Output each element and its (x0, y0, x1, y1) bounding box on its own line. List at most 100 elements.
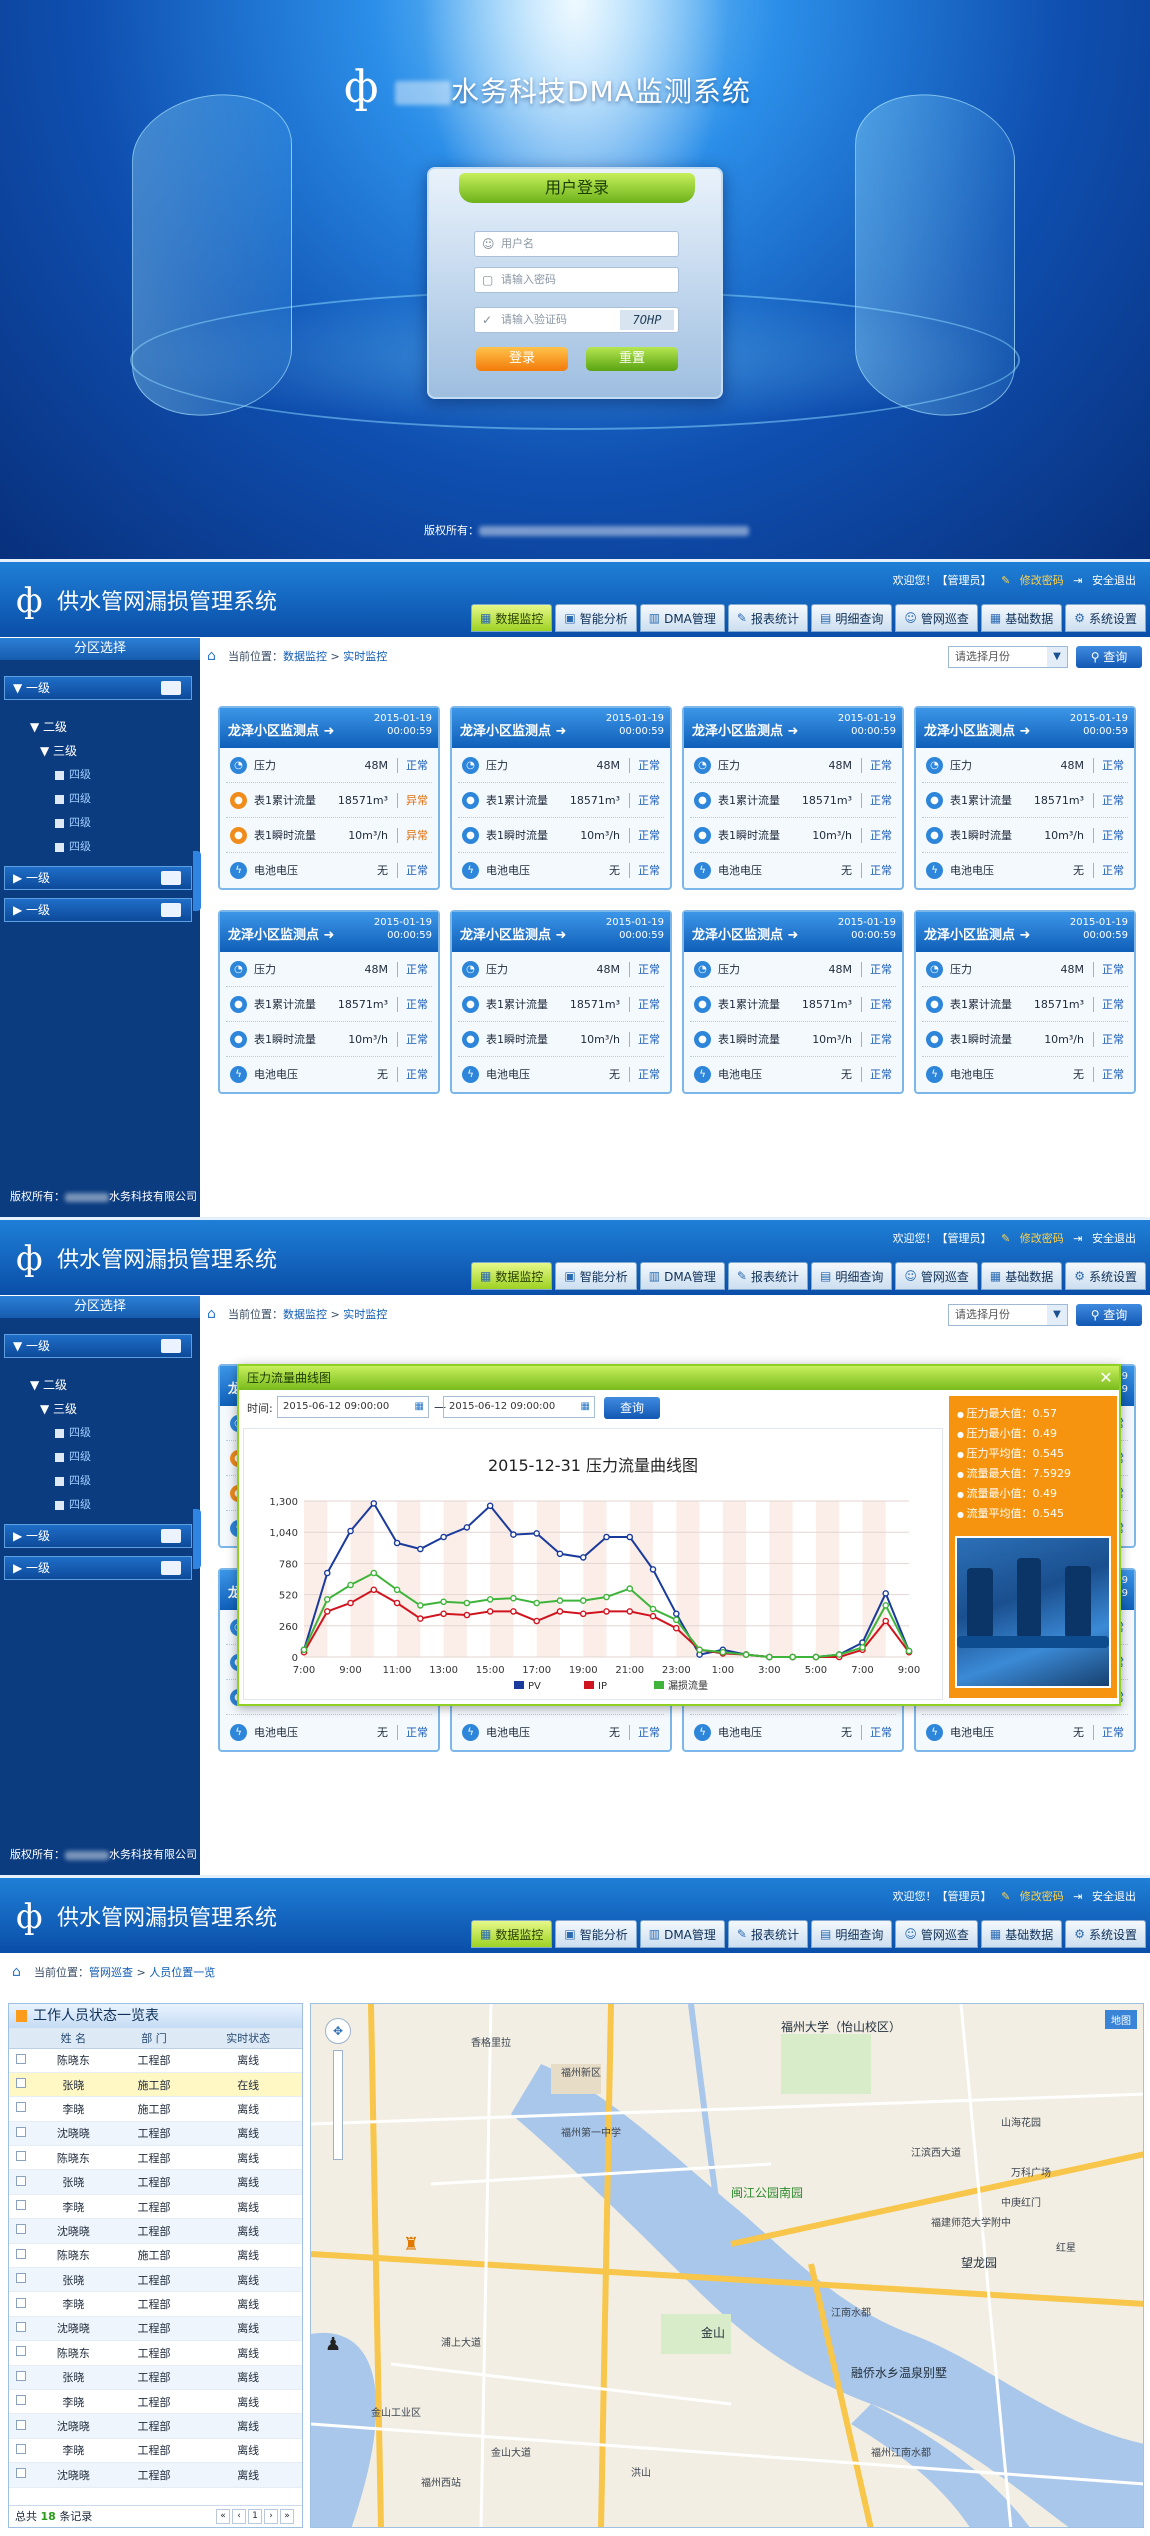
tree-level4-2[interactable]: 四级 (55, 1472, 91, 1488)
nav-tab-1[interactable]: ▣ 智能分析 (555, 1262, 637, 1290)
pan-control-icon[interactable]: ✥ (325, 2018, 351, 2044)
zoom-slider[interactable] (333, 2050, 343, 2160)
row-checkbox[interactable] (16, 2297, 26, 2308)
row-checkbox[interactable] (16, 2078, 26, 2089)
table-row[interactable]: 沈晓晓 工程部 离线 (9, 2121, 302, 2147)
map-type-button[interactable]: 地图 (1105, 2010, 1137, 2029)
sidebar-collapse-handle[interactable] (193, 1509, 201, 1569)
row-checkbox[interactable] (16, 2370, 26, 2381)
start-time-input[interactable]: 2015-06-12 09:00:00 ▦ (277, 1396, 429, 1418)
table-row[interactable]: 张晓 工程部 离线 (9, 2169, 302, 2195)
row-checkbox[interactable] (16, 2200, 26, 2211)
tree-level4-1[interactable]: 四级 (55, 1448, 91, 1464)
nav-tab-0[interactable]: ▦ 数据监控 (471, 1920, 553, 1948)
nav-tab-6[interactable]: ▦ 基础数据 (980, 1262, 1063, 1290)
row-checkbox[interactable] (16, 2273, 26, 2284)
nav-tab-3[interactable]: ✎ 报表统计 (727, 1262, 808, 1290)
password-field[interactable]: ▢ 请输入密码 (474, 267, 679, 293)
sidebar-level1[interactable]: ▼ 一级 (4, 1334, 192, 1358)
sidebar-collapse-handle[interactable] (193, 851, 201, 911)
pager-item[interactable]: « (216, 2509, 230, 2524)
change-password-link[interactable]: ✎ 修改密码 (1001, 1890, 1064, 1903)
modal-query-button[interactable]: 查询 (604, 1397, 660, 1419)
nav-tab-2[interactable]: ▥ DMA管理 (639, 1262, 725, 1290)
tree-level4-0[interactable]: 四级 (55, 1424, 91, 1440)
nav-tab-4[interactable]: ▤ 明细查询 (810, 604, 893, 632)
logout-link[interactable]: ⇥ 安全退出 (1073, 574, 1136, 587)
col-status[interactable]: 实时状态 (194, 2028, 302, 2049)
nav-tab-1[interactable]: ▣ 智能分析 (555, 604, 637, 632)
month-select[interactable]: 请选择月份 ▼ (948, 646, 1068, 668)
close-icon[interactable]: ✕ (1099, 1368, 1113, 1387)
row-checkbox[interactable] (16, 2321, 26, 2332)
nav-tab-7[interactable]: ⚙ 系统设置 (1065, 1262, 1146, 1290)
nav-tab-5[interactable]: ☺ 管网巡查 (895, 1920, 978, 1948)
query-button[interactable]: ⚲ 查询 (1076, 646, 1142, 668)
nav-tab-1[interactable]: ▣ 智能分析 (555, 1920, 637, 1948)
table-row[interactable]: 陈晓东 工程部 离线 (9, 2145, 302, 2171)
nav-tab-5[interactable]: ☺ 管网巡查 (895, 604, 978, 632)
row-checkbox[interactable] (16, 2126, 26, 2137)
nav-tab-4[interactable]: ▤ 明细查询 (810, 1920, 893, 1948)
home-icon[interactable]: ⌂ (207, 648, 216, 664)
table-row[interactable]: 李晓 工程部 离线 (9, 2291, 302, 2317)
logout-link[interactable]: ⇥ 安全退出 (1073, 1890, 1136, 1903)
row-checkbox[interactable] (16, 2468, 26, 2479)
nav-tab-7[interactable]: ⚙ 系统设置 (1065, 604, 1146, 632)
row-checkbox[interactable] (16, 2224, 26, 2235)
sidebar-level1[interactable]: ▼ 一级 (4, 676, 192, 700)
nav-tab-2[interactable]: ▥ DMA管理 (639, 604, 725, 632)
login-button[interactable]: 登录 (476, 347, 568, 371)
pager-item[interactable]: ‹ (232, 2509, 246, 2524)
row-checkbox[interactable] (16, 2395, 26, 2406)
tree-level4-1[interactable]: 四级 (55, 790, 91, 806)
nav-tab-4[interactable]: ▤ 明细查询 (810, 1262, 893, 1290)
reset-button[interactable]: 重置 (586, 347, 678, 371)
col-dept[interactable]: 部 门 (113, 2028, 195, 2049)
row-checkbox[interactable] (16, 2175, 26, 2186)
staff-marker-icon[interactable]: ♜ (403, 2234, 420, 2255)
nav-tab-0[interactable]: ▦ 数据监控 (471, 1262, 553, 1290)
map-canvas[interactable] (311, 2004, 1144, 2528)
home-icon[interactable]: ⌂ (12, 1964, 21, 1980)
table-row[interactable]: 张晓 施工部 在线 (9, 2072, 302, 2098)
sidebar-level1[interactable]: ▶ 一级 (4, 1556, 192, 1580)
nav-tab-5[interactable]: ☺ 管网巡查 (895, 1262, 978, 1290)
table-row[interactable]: 沈晓晓 工程部 离线 (9, 2218, 302, 2244)
sidebar-level1[interactable]: ▶ 一级 (4, 866, 192, 890)
table-row[interactable]: 李晓 工程部 离线 (9, 2389, 302, 2415)
row-checkbox[interactable] (16, 2102, 26, 2113)
username-field[interactable]: ☺ 用户名 (474, 231, 679, 257)
tree-level4-2[interactable]: 四级 (55, 814, 91, 830)
logout-link[interactable]: ⇥ 安全退出 (1073, 1232, 1136, 1245)
col-name[interactable]: 姓 名 (33, 2028, 114, 2049)
row-checkbox[interactable] (16, 2346, 26, 2357)
table-row[interactable]: 陈晓东 工程部 离线 (9, 2048, 302, 2073)
table-row[interactable]: 陈晓东 施工部 离线 (9, 2243, 302, 2269)
row-checkbox[interactable] (16, 2248, 26, 2259)
row-checkbox[interactable] (16, 2419, 26, 2430)
nav-tab-7[interactable]: ⚙ 系统设置 (1065, 1920, 1146, 1948)
tree-level3[interactable]: ▼ 三级 (40, 1402, 78, 1416)
table-row[interactable]: 李晓 工程部 离线 (9, 2438, 302, 2464)
captcha-field[interactable]: ✓ 请输入验证码 7OHP (474, 307, 679, 333)
calendar-icon[interactable]: ▦ (580, 1401, 590, 1412)
table-row[interactable]: 沈晓晓 工程部 离线 (9, 2413, 302, 2439)
calendar-icon[interactable]: ▦ (414, 1401, 424, 1412)
tree-level2[interactable]: ▼ 二级 (30, 720, 68, 734)
tree-level2[interactable]: ▼ 二级 (30, 1378, 68, 1392)
street-view-icon[interactable]: ♟ (325, 2334, 342, 2355)
row-checkbox[interactable] (16, 2151, 26, 2162)
tree-level4-0[interactable]: 四级 (55, 766, 91, 782)
change-password-link[interactable]: ✎ 修改密码 (1001, 574, 1064, 587)
pager-item[interactable]: 1 (248, 2509, 262, 2524)
table-row[interactable]: 李晓 工程部 离线 (9, 2194, 302, 2220)
row-checkbox[interactable] (16, 2053, 26, 2064)
end-time-input[interactable]: 2015-06-12 09:00:00 ▦ (443, 1396, 595, 1418)
nav-tab-6[interactable]: ▦ 基础数据 (980, 604, 1063, 632)
